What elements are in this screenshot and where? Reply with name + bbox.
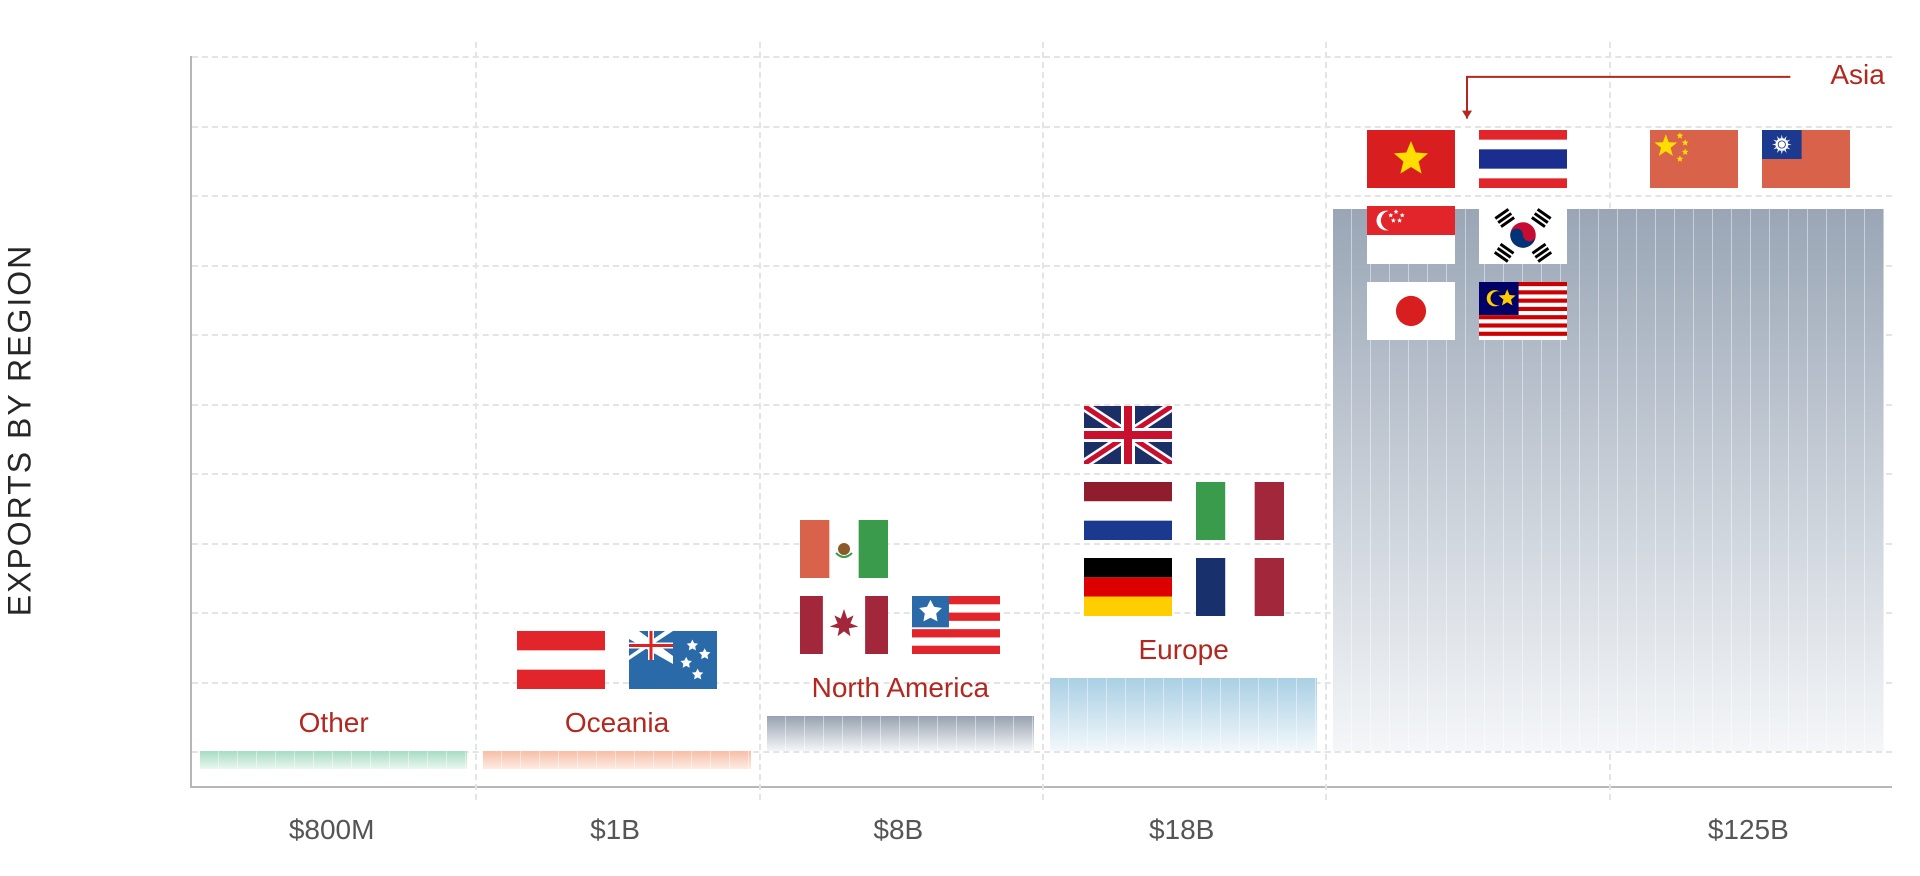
flag-singapore <box>1367 206 1455 269</box>
flag-new-zealand <box>629 631 717 694</box>
region-label-europe: Europe <box>1139 634 1229 666</box>
flag-south-korea <box>1479 206 1567 269</box>
flag-thailand <box>1479 130 1567 193</box>
flag-uk <box>1084 406 1172 469</box>
flag-canada <box>800 596 888 659</box>
flag-germany <box>1084 558 1172 621</box>
bar-europe <box>1050 678 1317 751</box>
bar-other <box>200 751 467 768</box>
flag-japan <box>1367 282 1455 345</box>
x-tick-label: $125B <box>1708 814 1789 846</box>
plot-area: Other Oceania North America Europe Asia <box>190 56 1892 788</box>
flag-group-asia-right <box>1650 132 1850 190</box>
flag-mexico <box>800 520 888 583</box>
column-divider <box>1325 42 1327 800</box>
region-label-other: Other <box>299 707 369 739</box>
region-label-asia: Asia <box>1830 59 1884 91</box>
column-divider <box>759 42 761 800</box>
flag-usa <box>912 596 1000 659</box>
flag-austria <box>517 631 605 694</box>
column-divider <box>475 42 477 800</box>
flag-empty <box>912 520 1000 583</box>
flag-taiwan <box>1762 130 1850 193</box>
bar-north-america <box>767 716 1034 751</box>
flag-empty <box>1196 406 1284 469</box>
x-tick-label: $18B <box>1149 814 1214 846</box>
exports-by-region-chart: EXPORTS BY REGION OtherOceaniaNorth Amer… <box>0 0 1920 876</box>
flag-netherlands <box>1084 482 1172 545</box>
bar-oceania <box>483 751 750 768</box>
flag-group-europe <box>1084 408 1284 618</box>
x-axis: $800M $1B $8B $18B $125B <box>190 800 1890 850</box>
flag-group-oceania <box>517 633 717 691</box>
y-axis: 0%10%20%30%40%50%60%70%80%90%100% <box>0 56 190 786</box>
flag-group-north-america <box>800 522 1000 656</box>
flag-vietnam <box>1367 130 1455 193</box>
flag-italy <box>1196 482 1284 545</box>
flag-group-asia-left <box>1367 132 1567 342</box>
region-label-oceania: Oceania <box>565 707 669 739</box>
column-divider <box>1042 42 1044 800</box>
flag-france <box>1196 558 1284 621</box>
x-tick-label: $800M <box>289 814 375 846</box>
x-tick-label: $1B <box>590 814 640 846</box>
x-tick-label: $8B <box>873 814 923 846</box>
region-label-north-america: North America <box>812 672 989 704</box>
flag-china <box>1650 130 1738 193</box>
flag-malaysia <box>1479 282 1567 345</box>
